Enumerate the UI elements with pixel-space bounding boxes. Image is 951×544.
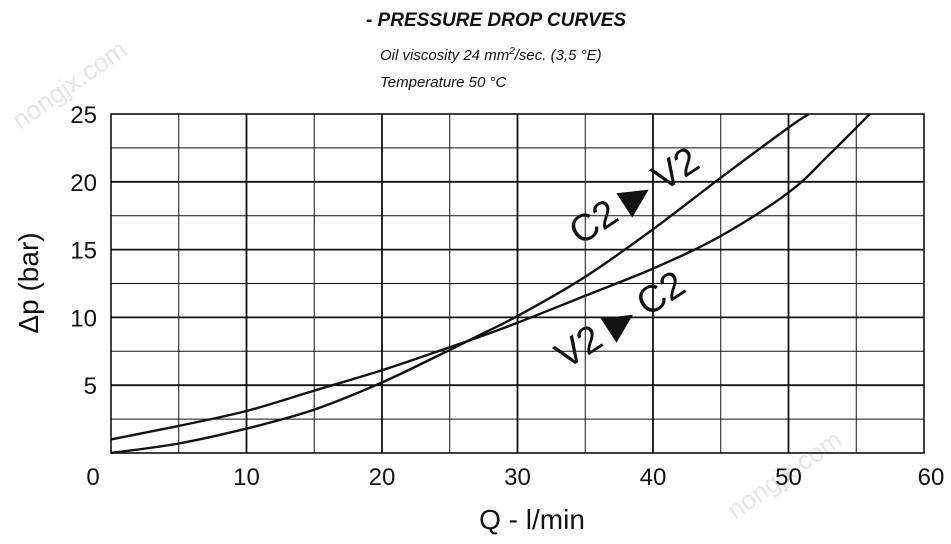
temperature-note: Temperature 50 °C xyxy=(380,74,507,91)
viscosity-unit-sup: 2 xyxy=(509,46,515,57)
curve-label-c2-v2: C2 ▶ V2 xyxy=(562,139,707,253)
x-tick-label: 50 xyxy=(775,464,802,491)
curve-c2-v2 xyxy=(110,112,810,455)
major-gridlines xyxy=(111,114,924,453)
x-tick-labels: 0 10 20 30 40 50 60 xyxy=(86,464,944,491)
viscosity-unit: /sec. (3,5 °E) xyxy=(514,47,602,64)
viscosity-text: Oil viscosity 24 mm xyxy=(380,47,510,64)
y-tick-label: 5 xyxy=(84,373,97,400)
plot-frame xyxy=(110,113,925,454)
y-axis-label: Δp (bar) xyxy=(13,232,44,333)
y-tick-labels: 5 10 15 20 25 xyxy=(70,102,97,400)
y-tick-label: 20 xyxy=(70,170,97,197)
x-axis-label: Q - l/min xyxy=(479,504,585,535)
x-tick-label: 20 xyxy=(369,464,396,491)
curves xyxy=(110,112,871,455)
y-tick-label: 15 xyxy=(70,238,97,265)
x-tick-label: 0 xyxy=(86,464,99,491)
x-tick-label: 60 xyxy=(918,464,945,491)
curve-v2-c2 xyxy=(110,113,871,441)
chart-title: - PRESSURE DROP CURVES xyxy=(366,10,627,31)
viscosity-note: Oil viscosity 24 mm2/sec. (3,5 °E) xyxy=(380,46,602,64)
watermark-text: nongjx.com xyxy=(6,34,132,135)
x-tick-label: 10 xyxy=(233,464,260,491)
y-tick-label: 25 xyxy=(70,102,97,129)
x-tick-label: 30 xyxy=(504,464,531,491)
curve-label-v2-c2: V2 ▶ C2 xyxy=(548,263,693,377)
y-tick-label: 10 xyxy=(70,305,97,332)
x-tick-label: 40 xyxy=(640,464,667,491)
